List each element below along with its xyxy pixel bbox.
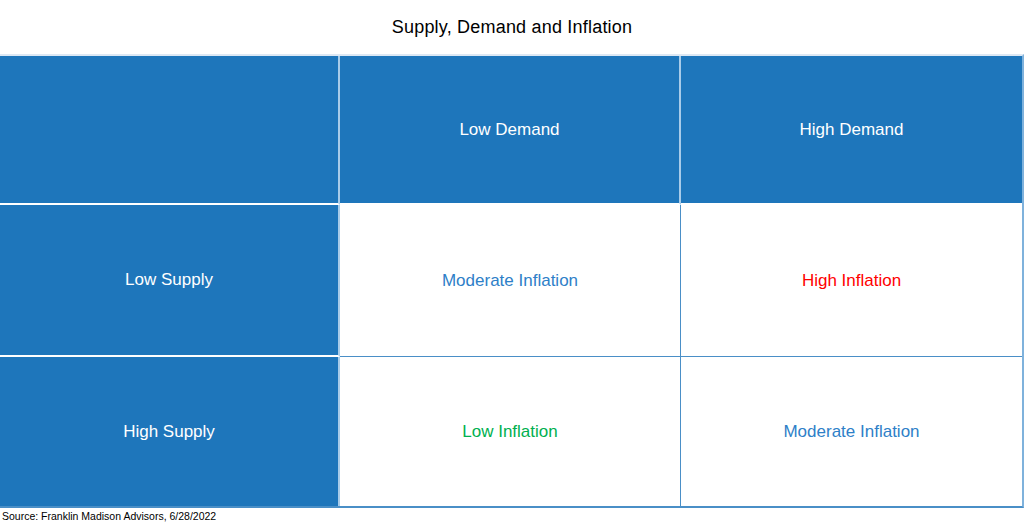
supply-demand-inflation-figure: Supply, Demand and Inflation Low Demand … bbox=[0, 0, 1024, 525]
cell-highsupply-highdemand: Moderate Inflation bbox=[681, 357, 1022, 506]
row-header-low-supply: Low Supply bbox=[0, 205, 340, 357]
cell-highsupply-lowdemand: Low Inflation bbox=[340, 357, 681, 506]
row-header-high-supply: High Supply bbox=[0, 357, 340, 506]
col-header-high-demand: High Demand bbox=[681, 56, 1022, 205]
chart-title: Supply, Demand and Inflation bbox=[392, 17, 632, 38]
corner-cell bbox=[0, 56, 340, 205]
cell-lowsupply-highdemand: High Inflation bbox=[681, 205, 1022, 357]
title-bar: Supply, Demand and Inflation bbox=[0, 0, 1024, 54]
col-header-low-demand: Low Demand bbox=[340, 56, 681, 205]
matrix-table: Low Demand High Demand Low Supply Modera… bbox=[0, 54, 1024, 508]
cell-lowsupply-lowdemand: Moderate Inflation bbox=[340, 205, 681, 357]
source-note: Source: Franklin Madison Advisors, 6/28/… bbox=[0, 510, 1024, 522]
